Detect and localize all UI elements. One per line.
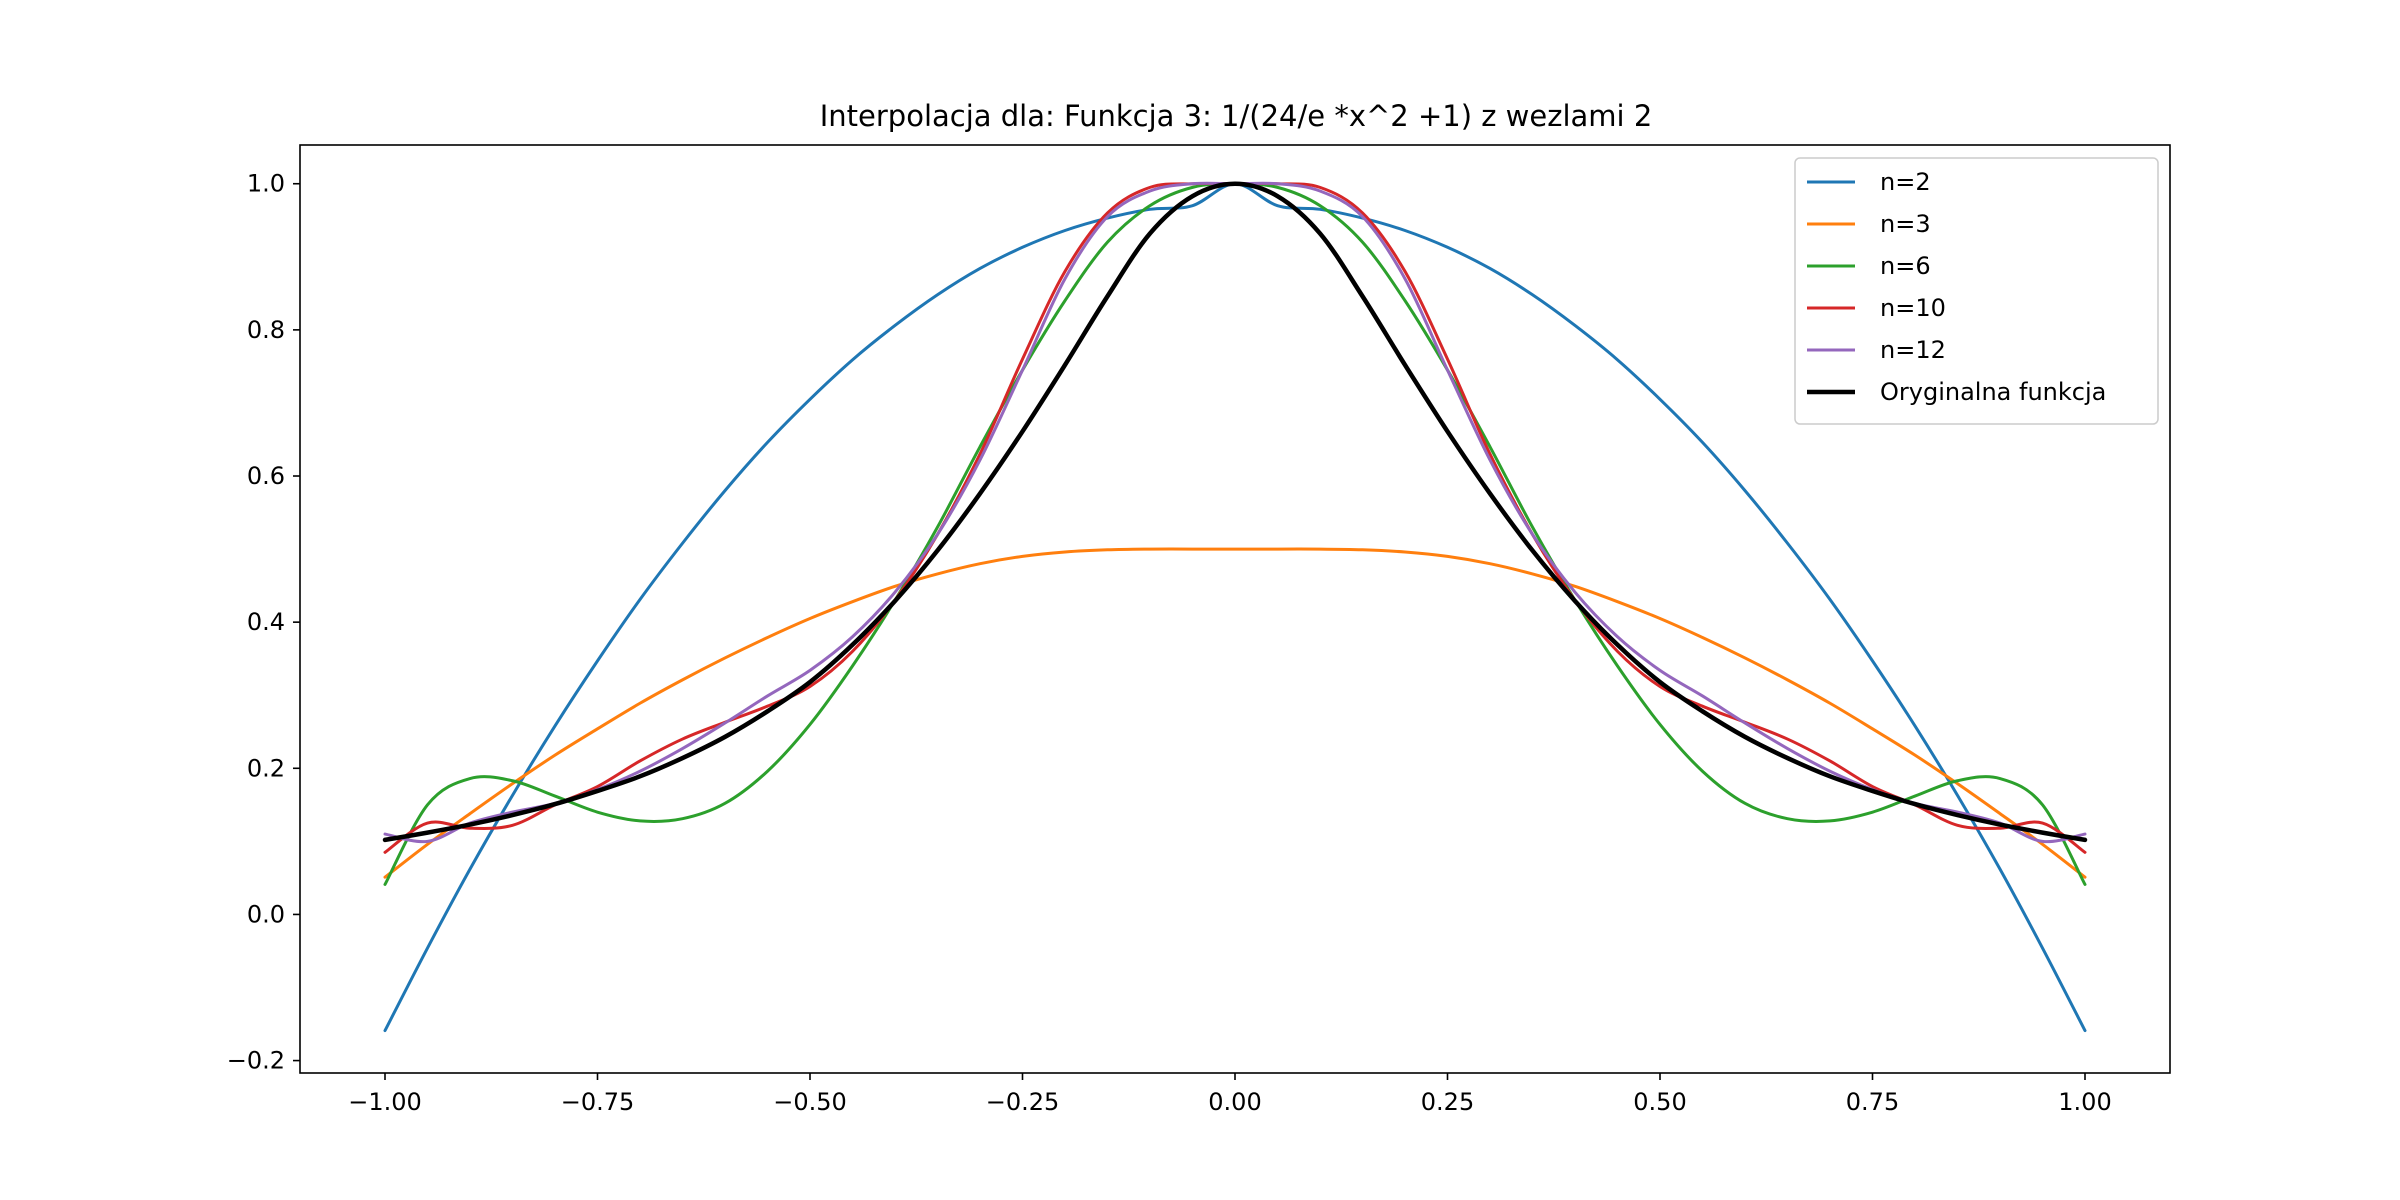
y-tick-label: 0.8 [247, 316, 285, 344]
legend-box [1794, 157, 2159, 425]
axes-layer: −1.00 −0.75 −0.50 −0.25 0.00 0.25 0.50 0.75 1.00… [227, 144, 2171, 1116]
series-layer [382, 181, 2088, 1033]
y-tick-label: 1.0 [247, 170, 285, 198]
legend-label: n=6 [1880, 252, 1931, 280]
legend-label: n=12 [1880, 336, 1946, 364]
x-tick-label: 1.00 [2058, 1088, 2111, 1116]
y-tick-label: 0.4 [247, 608, 285, 636]
x-tick-label: 0.00 [1208, 1088, 1261, 1116]
x-tick-label: −0.25 [986, 1088, 1060, 1116]
legend-label: n=3 [1880, 210, 1931, 238]
legend: n=2 n=3 n=6 n=10 n=12 Oryginalna funkcja [1794, 157, 2159, 425]
series-line-6 [382, 181, 2088, 843]
series-line-2 [383, 547, 2087, 879]
x-tick-label: −0.50 [773, 1088, 847, 1116]
legend-label: Oryginalna funkcja [1880, 378, 2106, 406]
x-tick-label: −1.00 [348, 1088, 422, 1116]
x-tick-label: −0.75 [561, 1088, 635, 1116]
y-tick-label: 0.0 [247, 900, 285, 928]
y-tick-label: 0.2 [247, 754, 285, 782]
y-tick-label: −0.2 [227, 1047, 285, 1075]
legend-label: n=10 [1880, 294, 1946, 322]
chart-title: Interpolacja dla: Funkcja 3: 1/(24/e *x^… [820, 99, 1653, 133]
y-tick-label: 0.6 [247, 462, 285, 490]
x-tick-label: 0.25 [1421, 1088, 1474, 1116]
legend-label: n=2 [1880, 168, 1931, 196]
x-tick-label: 0.75 [1846, 1088, 1899, 1116]
x-tick-label: 0.50 [1633, 1088, 1686, 1116]
